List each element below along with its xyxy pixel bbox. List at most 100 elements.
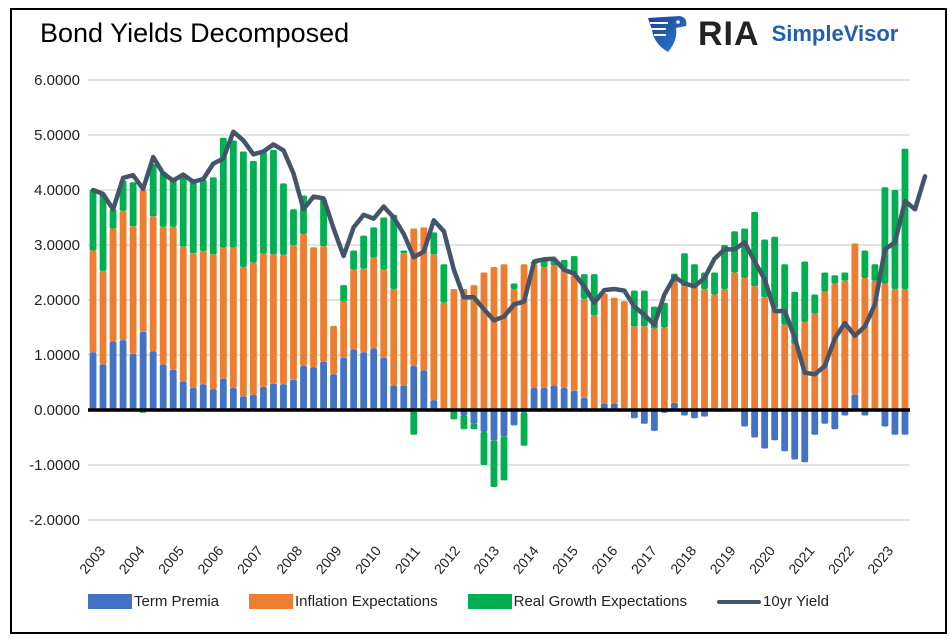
bar-inflation-expectations <box>320 246 327 362</box>
bar-term-premia <box>560 388 568 410</box>
bar-inflation-expectations <box>189 253 197 388</box>
bar-inflation-expectations <box>99 270 107 365</box>
bar-inflation-expectations <box>510 289 518 410</box>
bar-inflation-expectations <box>881 283 889 410</box>
bar-real-growth <box>721 245 728 289</box>
bar-real-growth <box>410 410 418 435</box>
bar-term-premia <box>550 385 558 410</box>
bar-term-premia <box>510 410 518 426</box>
bar-real-growth <box>470 423 478 430</box>
bar-term-premia <box>470 410 478 424</box>
bar-real-growth <box>490 440 498 487</box>
bar-inflation-expectations <box>891 289 899 410</box>
legend-item-real-growth: Real Growth Expectations <box>467 593 687 610</box>
bar-term-premia <box>249 394 257 410</box>
bar-real-growth <box>480 432 488 465</box>
y-tick-label: 0.0000 <box>34 402 80 419</box>
bar-inflation-expectations <box>600 293 608 404</box>
bar-inflation-expectations <box>400 253 408 386</box>
bar-inflation-expectations <box>530 264 538 388</box>
chart-frame <box>10 8 947 634</box>
chart-legend: Term Premia Inflation Expectations Real … <box>88 593 859 610</box>
bar-inflation-expectations <box>340 301 348 358</box>
bar-term-premia <box>149 351 157 410</box>
bar-inflation-expectations <box>550 265 558 386</box>
bar-inflation-expectations <box>440 302 448 410</box>
bar-term-premia <box>761 410 769 449</box>
bar-inflation-expectations <box>380 269 388 358</box>
bar-inflation-expectations <box>851 243 859 395</box>
bar-term-premia <box>99 364 107 410</box>
bar-term-premia <box>410 366 418 410</box>
bar-term-premia <box>801 410 809 463</box>
bar-inflation-expectations <box>300 234 307 366</box>
bar-inflation-expectations <box>450 289 458 410</box>
bar-term-premia <box>751 410 759 438</box>
bar-term-premia <box>630 410 638 419</box>
bar-real-growth <box>209 177 217 255</box>
bar-inflation-expectations <box>831 283 839 410</box>
bar-inflation-expectations <box>410 228 418 366</box>
bar-term-premia <box>831 410 839 430</box>
bar-term-premia <box>490 410 498 441</box>
eagle-shield-icon <box>648 16 687 52</box>
bar-inflation-expectations <box>560 268 568 388</box>
bar-real-growth <box>99 193 107 271</box>
y-tick-label: 1.0000 <box>34 347 80 364</box>
bar-real-growth <box>179 175 187 247</box>
bar-real-growth <box>821 272 829 292</box>
x-tick-label: 2019 <box>706 543 738 577</box>
bar-real-growth <box>510 283 518 289</box>
legend-swatch <box>467 594 512 609</box>
bar-term-premia <box>380 357 388 410</box>
bar-inflation-expectations <box>199 251 207 385</box>
bar-inflation-expectations <box>470 285 478 410</box>
bar-real-growth <box>350 250 358 270</box>
bar-real-growth <box>340 285 348 302</box>
bar-inflation-expectations <box>691 286 698 410</box>
bar-term-premia <box>260 386 267 410</box>
bar-real-growth <box>189 179 197 254</box>
bar-inflation-expectations <box>841 280 849 410</box>
bar-inflation-expectations <box>761 297 769 410</box>
bar-real-growth <box>149 164 157 217</box>
bar-term-premia <box>420 370 428 410</box>
bar-real-growth <box>239 151 247 267</box>
bar-term-premia <box>360 352 368 410</box>
bar-term-premia <box>650 410 658 431</box>
bar-term-premia <box>109 341 117 410</box>
x-tick-label: 2009 <box>312 543 344 577</box>
bar-term-premia <box>159 364 167 410</box>
bar-real-growth <box>199 179 207 252</box>
bar-inflation-expectations <box>179 246 187 382</box>
bar-real-growth <box>801 261 809 322</box>
bar-inflation-expectations <box>681 286 688 410</box>
x-tick-label: 2016 <box>588 543 620 577</box>
legend-line <box>717 599 762 604</box>
bar-term-premia <box>791 410 799 460</box>
brand-name: RIA <box>698 14 760 53</box>
bar-inflation-expectations <box>139 190 147 332</box>
x-tick-label: 2005 <box>155 543 187 577</box>
bar-term-premia <box>570 390 578 410</box>
bar-real-growth <box>711 272 718 295</box>
bar-term-premia <box>119 340 127 410</box>
bar-inflation-expectations <box>751 286 759 410</box>
bar-real-growth <box>270 149 277 255</box>
bar-term-premia <box>280 384 287 410</box>
bar-inflation-expectations <box>260 253 267 387</box>
bar-term-premia <box>781 410 789 452</box>
bar-real-growth <box>520 412 528 446</box>
bar-term-premia <box>139 331 147 410</box>
bar-real-growth <box>901 148 909 289</box>
bar-term-premia <box>741 410 749 427</box>
legend-swatch <box>88 594 132 609</box>
bar-real-growth <box>280 183 287 255</box>
legend-swatch <box>249 594 294 609</box>
x-tick-label: 2011 <box>392 543 424 577</box>
bar-inflation-expectations <box>370 257 378 349</box>
bar-inflation-expectations <box>821 291 829 410</box>
x-tick-label: 2017 <box>628 543 660 577</box>
bar-real-growth <box>570 256 578 276</box>
bar-real-growth <box>841 272 849 281</box>
